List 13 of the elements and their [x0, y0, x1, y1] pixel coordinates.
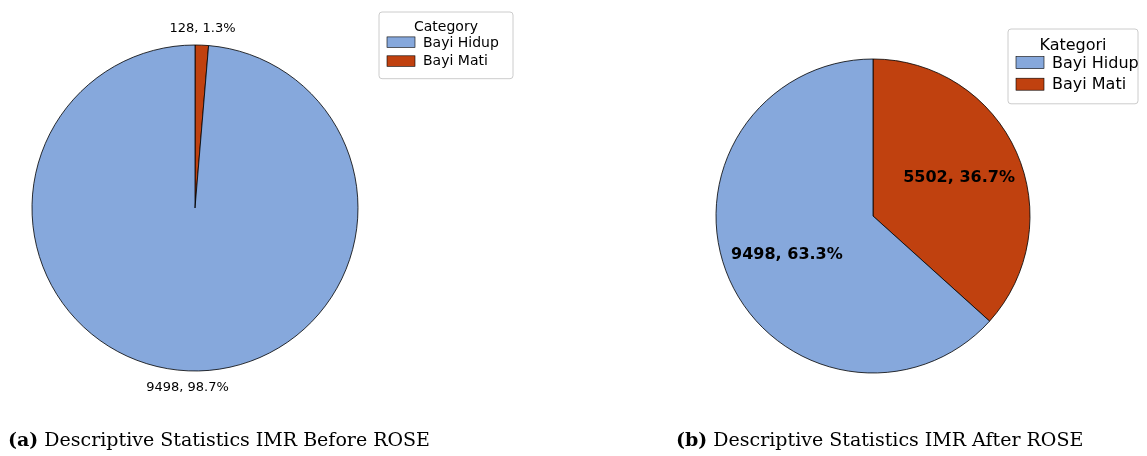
legend-label: Bayi Hidup: [423, 33, 499, 50]
data-label: 9498, 63.3%: [731, 243, 843, 263]
data-label: 9498, 98.7%: [146, 378, 229, 394]
pie-slice: [31, 44, 359, 372]
legend-label: Bayi Mati: [1052, 74, 1127, 94]
legend-label: Bayi Hidup: [1052, 52, 1139, 72]
data-label: 5502, 36.7%: [903, 167, 1015, 187]
legend-label: Bayi Mati: [423, 52, 488, 69]
legend-title: Category: [414, 18, 478, 35]
legend-title: Kategori: [1039, 35, 1107, 55]
text: (a) Descriptive Statistics IMR Before ROSE: [8, 428, 430, 450]
text: (b) Descriptive Statistics IMR After ROSE: [676, 428, 1084, 450]
data-label: 128, 1.3%: [169, 20, 236, 36]
